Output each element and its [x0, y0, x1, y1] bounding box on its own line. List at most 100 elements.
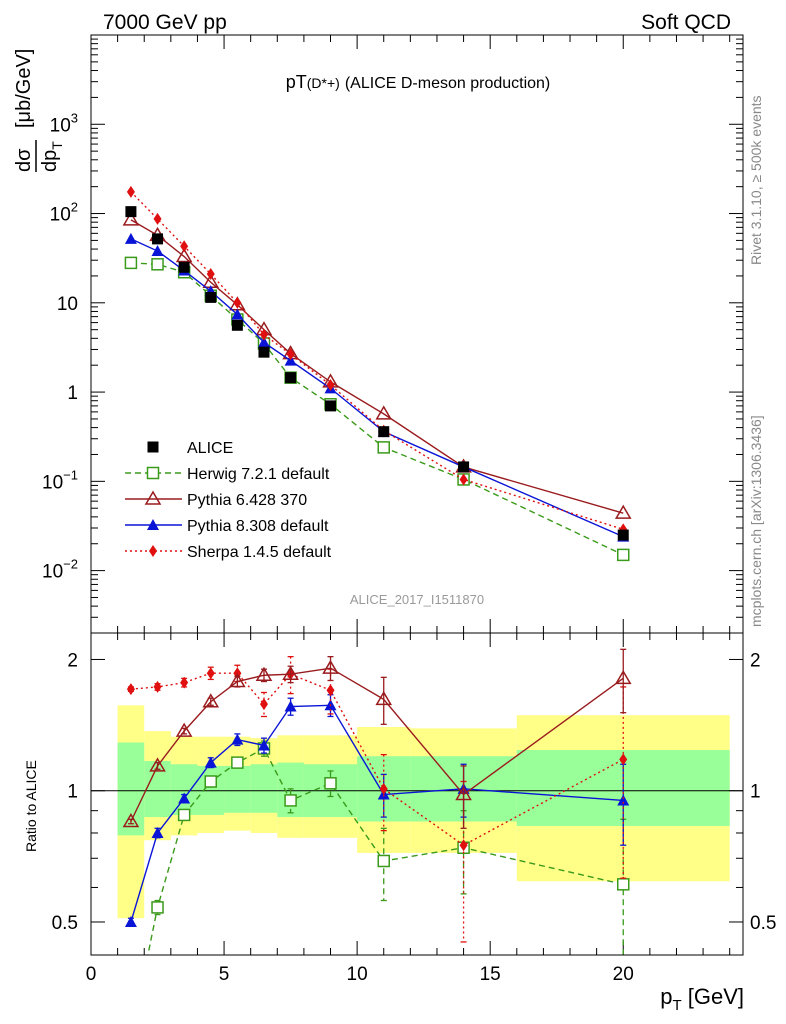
point-herwig — [377, 441, 390, 454]
ratio-point-pythia6 — [322, 659, 339, 674]
ratio-point-pythia6 — [375, 690, 393, 706]
legend-marker-herwig — [146, 466, 160, 480]
ratio-point-pythia8 — [204, 756, 217, 768]
ratio-point-sherpa — [180, 676, 189, 689]
ratio-y-tick-label-right: 2 — [750, 650, 761, 671]
ratio-point-sherpa — [126, 683, 135, 696]
ratio-series-sherpa — [126, 655, 628, 943]
ratio-point-sherpa — [379, 782, 388, 795]
ratio-point-herwig — [231, 756, 244, 769]
ratio-point-pythia8 — [231, 733, 244, 745]
main-y-tick-label: 1 — [67, 383, 78, 404]
ratio-point-pythia6 — [255, 666, 273, 682]
point-sherpa — [259, 328, 268, 341]
point-pythia6 — [122, 211, 140, 226]
ratio-point-sherpa — [326, 684, 335, 697]
legend-marker-alice — [147, 441, 159, 453]
legend-entry-pythia8: Pythia 8.308 default — [125, 518, 329, 535]
point-sherpa — [233, 296, 242, 309]
legend-marker-pythia8 — [147, 519, 159, 530]
category-label: Soft QCD — [641, 11, 731, 34]
ratio-point-herwig — [616, 878, 630, 891]
x-tick-label: 10 — [347, 964, 368, 985]
point-pythia8 — [124, 232, 137, 244]
point-pythia8 — [257, 336, 270, 348]
ratio-point-pythia8 — [124, 915, 137, 927]
ratio-y-tick-label-right: 1 — [750, 782, 761, 803]
point-pythia6 — [375, 405, 393, 420]
uncertainty-band-inner — [250, 764, 278, 813]
ratio-point-pythia8 — [178, 792, 191, 804]
point-alice — [231, 319, 243, 331]
point-alice — [125, 206, 137, 218]
ratio-point-pythia6 — [455, 786, 472, 801]
point-sherpa — [286, 348, 295, 361]
analysis-id: ALICE_2017_I1511870 — [350, 592, 484, 607]
ratio-point-herwig — [284, 794, 297, 807]
ratio-point-sherpa — [153, 680, 162, 693]
ratio-point-pythia6 — [122, 813, 140, 828]
legend-label-pythia8: Pythia 8.308 default — [187, 518, 329, 535]
x-tick-label: 20 — [613, 964, 634, 985]
main-y-tick-label: 103 — [50, 110, 78, 136]
main-y-tick-label: 10−1 — [42, 467, 78, 493]
ratio-point-pythia6 — [175, 722, 193, 737]
x-tick-label: 15 — [480, 964, 501, 985]
ratio-ylabel: Ratio to ALICE — [23, 760, 39, 852]
ratio-line-sherpa — [130, 672, 624, 847]
legend-label-sherpa: Sherpa 1.4.5 default — [187, 544, 332, 561]
ratio-point-sherpa — [619, 753, 628, 766]
ylabel-numerator: dσ — [13, 148, 35, 172]
point-sherpa — [206, 268, 215, 281]
plot-title: pT(D*+) (ALICE D-meson production) — [286, 72, 551, 92]
ratio-point-pythia8 — [151, 826, 164, 838]
ratio-point-pythia6 — [229, 673, 246, 688]
point-alice — [378, 426, 390, 438]
main-y-tick-label: 10−2 — [42, 557, 78, 583]
rivet-label: Rivet 3.1.10, ≥ 500k events — [748, 95, 764, 265]
ratio-point-pythia8 — [617, 794, 630, 806]
point-herwig — [151, 258, 164, 271]
energy-label: 7000 GeV pp — [103, 11, 227, 34]
point-alice — [178, 261, 190, 273]
uncertainty-band-inner — [170, 764, 198, 815]
y-axis-label: dσ dpT [μb/GeV] — [13, 49, 65, 172]
ratio-frame — [90, 632, 744, 956]
point-herwig — [616, 548, 630, 562]
ratio-point-pythia6 — [614, 669, 632, 685]
point-sherpa — [459, 473, 468, 486]
ratio-point-sherpa — [206, 667, 215, 680]
ylabel-unit: [μb/GeV] — [13, 49, 35, 128]
legend-label-alice: ALICE — [187, 440, 233, 457]
x-tick-label: 0 — [86, 964, 97, 985]
legend-label-pythia6: Pythia 6.428 370 — [187, 492, 307, 509]
point-alice — [325, 400, 337, 412]
point-pythia8 — [231, 308, 244, 320]
ratio-point-pythia6 — [202, 693, 220, 708]
ratio-point-herwig — [324, 777, 337, 790]
ratio-y-tick-label-right: 0.5 — [750, 913, 776, 934]
main-y-tick-label: 10 — [57, 294, 78, 315]
legend-entry-sherpa: Sherpa 1.4.5 default — [125, 544, 332, 561]
ratio-point-pythia6 — [149, 757, 166, 772]
ratio-point-herwig — [377, 854, 390, 868]
legend-marker-sherpa — [149, 545, 157, 557]
ratio-panel: 0 5 10 15 20 0.5 0.5 1 1 2 2 Ratio to ALICE pT [Ge… — [23, 632, 776, 1014]
ratio-point-herwig — [151, 901, 164, 914]
ratio-y-tick-label: 1 — [67, 782, 78, 803]
ratio-point-pythia8 — [257, 739, 270, 751]
legend-marker-pythia6 — [144, 490, 162, 505]
ratio-point-sherpa — [259, 698, 268, 711]
ratio-point-herwig — [177, 808, 191, 822]
point-alice — [152, 233, 164, 245]
ratio-series-pythia6 — [122, 648, 632, 829]
point-sherpa — [326, 379, 335, 392]
point-alice — [617, 529, 629, 541]
legend-label-herwig: Herwig 7.2.1 default — [187, 466, 330, 483]
x-tick-label: 5 — [219, 964, 230, 985]
point-alice — [205, 291, 217, 303]
point-pythia8 — [151, 245, 164, 257]
title-particle: D*+ — [311, 75, 335, 91]
